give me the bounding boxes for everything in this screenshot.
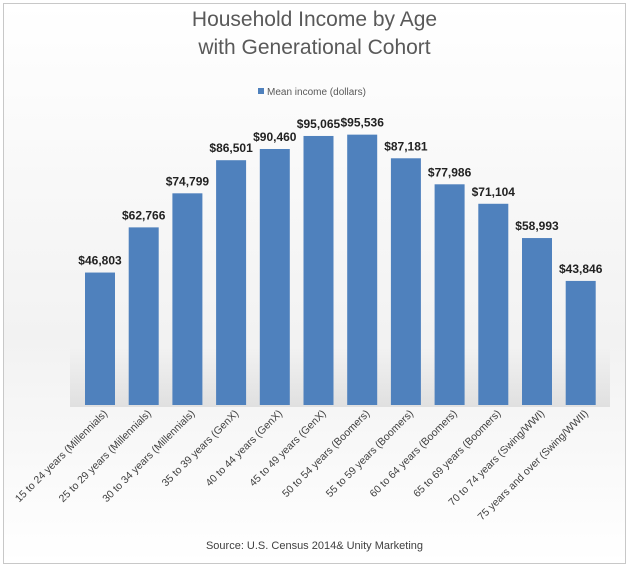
x-tick-label: 45 to 49 years (GenX) [247, 408, 329, 490]
x-tick-label: 40 to 44 years (GenX) [203, 408, 285, 490]
data-label: $95,536 [341, 116, 385, 130]
x-tick-label: 60 to 64 years (Boomers) [367, 408, 459, 500]
data-label: $74,799 [166, 174, 210, 188]
x-tick-label: 55 to 59 years (Boomers) [324, 408, 416, 500]
bar [522, 238, 552, 405]
data-label: $62,766 [122, 208, 166, 222]
legend-swatch [258, 88, 264, 94]
bar [390, 158, 421, 405]
data-label: $87,181 [384, 139, 428, 153]
legend-label: Mean income (dollars) [267, 87, 366, 98]
x-tick-label: 35 to 39 years (GenX) [160, 408, 242, 490]
data-label: $58,993 [515, 219, 559, 233]
bar [216, 160, 247, 405]
bar [347, 134, 378, 405]
bar [303, 135, 334, 405]
x-tick-label: 65 to 69 years (Boomers) [411, 408, 503, 500]
bar [128, 227, 159, 405]
bar [434, 184, 465, 405]
bar [85, 272, 115, 405]
data-label: $86,501 [209, 141, 253, 155]
chart-title-line-2: with Generational Cohort [198, 36, 431, 59]
bar [259, 148, 290, 405]
floor-shadow [70, 345, 610, 407]
data-label: $77,986 [428, 165, 472, 179]
chart-title-line-1: Household Income by Age [191, 8, 438, 31]
x-tick-label: 50 to 54 years (Boomers) [280, 408, 372, 500]
data-label: $43,846 [559, 262, 603, 276]
bar [565, 280, 596, 405]
data-label: $46,803 [78, 254, 122, 268]
bar [172, 193, 203, 405]
data-label: $95,065 [297, 117, 341, 131]
data-label: $71,104 [472, 185, 516, 199]
data-label: $90,460 [253, 130, 297, 144]
source-note: Source: U.S. Census 2014& Unity Marketin… [205, 540, 424, 552]
bar [478, 203, 509, 405]
